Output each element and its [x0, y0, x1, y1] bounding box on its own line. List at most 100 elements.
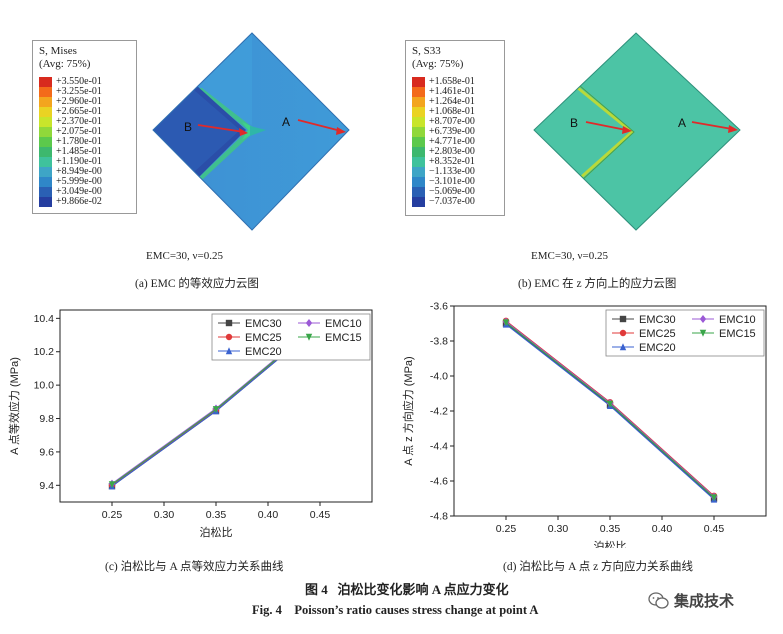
legend-entry: +2.665e-01 — [39, 107, 102, 117]
legend-subtitle-b: (Avg: 75%) — [412, 58, 464, 70]
legend-entry: +1.780e-01 — [39, 137, 102, 147]
legend-swatch — [412, 117, 425, 127]
contour-plot-a: B A — [152, 32, 350, 231]
legend-swatch — [412, 197, 425, 207]
legend-label: EMC20 — [245, 346, 282, 358]
legend-value: +1.068e-01 — [429, 106, 475, 117]
legend-value: +3.550e-01 — [56, 76, 102, 87]
legend-entry: +1.264e-01 — [412, 97, 475, 107]
legend-value: +1.780e-01 — [56, 136, 102, 147]
legend-entry: −5.069e-00 — [412, 187, 475, 197]
x-axis-label: 泊松比 — [594, 539, 627, 548]
y-tick-label: -4.0 — [430, 371, 448, 383]
legend-swatch — [412, 177, 425, 187]
legend-value: +1.658e-01 — [429, 76, 475, 87]
legend-swatch — [412, 157, 425, 167]
legend-swatch — [412, 167, 425, 177]
x-tick-label: 0.30 — [548, 523, 569, 535]
legend-entry: +2.075e-01 — [39, 127, 102, 137]
legend-value: +9.866e-02 — [56, 196, 102, 207]
legend-value: +3.255e-01 — [56, 86, 102, 97]
legend-value: +8.949e-00 — [56, 166, 102, 177]
chart-legend: EMC30 EMC10 EMC25 EMC15 EMC20 — [605, 309, 765, 357]
legend-entry: +8.352e-01 — [412, 157, 475, 167]
watermark: 集成技术 — [648, 590, 734, 611]
x-tick-label: 0.40 — [258, 509, 279, 521]
legend-swatch — [412, 137, 425, 147]
marker-square — [225, 319, 233, 327]
legend-swatch — [39, 107, 52, 117]
x-tick-label: 0.40 — [652, 523, 673, 535]
legend-entry: −1.133e-00 — [412, 167, 475, 177]
arrow-b-a — [197, 124, 245, 133]
legend-value: +2.665e-01 — [56, 106, 102, 117]
arrowhead-b-b — [622, 126, 632, 134]
caption-a: (a) EMC 的等效应力云图 — [135, 278, 259, 290]
watermark-text: 集成技术 — [674, 592, 735, 610]
legend-entry: +2.960e-01 — [39, 97, 102, 107]
color-legend-b: +1.658e-01 +1.461e-01 +1.264e-01 +1.068e-01… — [412, 77, 475, 207]
legend-title-a: S, Mises — [39, 45, 77, 57]
x-tick-label: 0.45 — [704, 523, 725, 535]
legend-entry: +3.255e-01 — [39, 87, 102, 97]
legend-value: +8.352e-01 — [429, 156, 475, 167]
legend-entry: +4.771e-00 — [412, 137, 475, 147]
x-axis-label: 泊松比 — [200, 525, 233, 539]
legend-swatch — [412, 97, 425, 107]
legend-value: +1.461e-01 — [429, 86, 475, 97]
color-legend-a: +3.550e-01 +3.255e-01 +2.960e-01 +2.665e-01… — [39, 77, 102, 207]
label-a-b: A — [678, 116, 686, 130]
legend-value: +2.370e-01 — [56, 116, 102, 127]
legend-value: +2.075e-01 — [56, 126, 102, 137]
y-tick-label: 9.6 — [39, 446, 54, 458]
legend-value: +8.707e-00 — [429, 116, 475, 127]
caption-d: (d) 泊松比与 A 点 z 方向应力关系曲线 — [503, 561, 694, 573]
y-axis-label: A 点等效应力 (MPa) — [7, 357, 21, 455]
label-b-b: B — [570, 116, 578, 130]
legend-swatch — [39, 127, 52, 137]
legend-label: EMC20 — [639, 342, 676, 354]
wechat-icon — [648, 591, 669, 609]
marker-square — [619, 315, 627, 323]
marker-tri-down — [710, 494, 718, 502]
legend-swatch — [39, 87, 52, 97]
legend-swatch — [412, 127, 425, 137]
arrow-a-b — [691, 121, 733, 130]
label-b-a: B — [184, 120, 192, 134]
chart-c: 0.25 0.30 0.35 0.40 0.45 9.4 9.6 9.8 10.0 10.2 10.… — [7, 309, 373, 539]
legend-entry: +1.190e-01 — [39, 157, 102, 167]
marker-diamond — [699, 315, 707, 323]
contour-plot-b: B A — [533, 32, 741, 231]
y-axis-label: A 点 z 方向应力 (MPa) — [401, 356, 415, 465]
y-tick-label: -3.8 — [430, 336, 448, 348]
chart-d: 0.25 0.30 0.35 0.40 0.45 -3.6 -3.8 -4.0 -4.2 -4.4… — [401, 301, 767, 548]
legend-entry: −7.037e-00 — [412, 197, 475, 207]
x-tick-label: 0.35 — [600, 523, 621, 535]
marker-tri-down — [305, 333, 313, 341]
y-tick-label: 9.4 — [39, 480, 54, 492]
chart-legend: EMC30 EMC10 EMC25 EMC15 EMC20 — [211, 313, 371, 361]
y-tick-label: -4.4 — [430, 441, 448, 453]
legend-label: EMC30 — [245, 318, 282, 330]
marker-tri-down — [502, 319, 510, 327]
arrow-b-b — [585, 121, 627, 131]
legend-swatch — [39, 117, 52, 127]
legend-entry: +1.068e-01 — [412, 107, 475, 117]
x-tick-label: 0.35 — [206, 509, 227, 521]
caption-c: (c) 泊松比与 A 点等效应力关系曲线 — [105, 561, 284, 573]
legend-swatch — [39, 167, 52, 177]
legend-label: EMC30 — [639, 314, 676, 326]
legend-entry: +3.049e-00 — [39, 187, 102, 197]
arrowhead-a-b — [728, 125, 738, 133]
y-tick-label: -4.6 — [430, 476, 448, 488]
legend-entry: +8.707e-00 — [412, 117, 475, 127]
legend-entry: +2.803e-00 — [412, 147, 475, 157]
legend-swatch — [39, 197, 52, 207]
legend-subtitle-a: (Avg: 75%) — [39, 58, 91, 70]
legend-entry: +8.949e-00 — [39, 167, 102, 177]
legend-box-b: S, S33 (Avg: 75%) +1.658e-01 +1.461e-01 +1… — [405, 40, 505, 216]
marker-circle — [619, 329, 627, 337]
marker-tri-down — [699, 329, 707, 337]
arrowhead-b-a — [239, 128, 248, 136]
legend-entry: +1.485e-01 — [39, 147, 102, 157]
